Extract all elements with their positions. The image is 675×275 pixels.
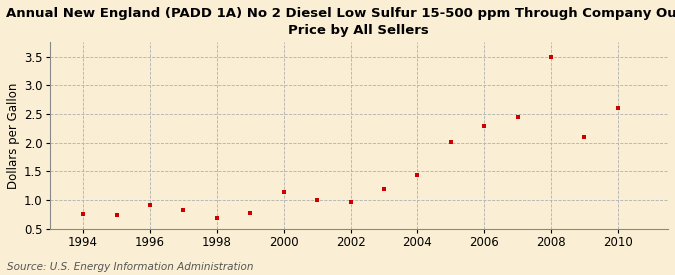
Point xyxy=(78,212,88,216)
Point xyxy=(245,211,256,216)
Title: Annual New England (PADD 1A) No 2 Diesel Low Sulfur 15-500 ppm Through Company O: Annual New England (PADD 1A) No 2 Diesel… xyxy=(7,7,675,37)
Point xyxy=(479,124,489,128)
Point xyxy=(211,216,222,220)
Point xyxy=(379,187,389,191)
Point xyxy=(111,213,122,217)
Y-axis label: Dollars per Gallon: Dollars per Gallon xyxy=(7,82,20,189)
Point xyxy=(446,139,456,144)
Point xyxy=(345,200,356,205)
Point xyxy=(178,208,189,212)
Point xyxy=(612,106,623,111)
Point xyxy=(545,55,556,59)
Point xyxy=(412,173,423,178)
Point xyxy=(312,197,323,202)
Text: Source: U.S. Energy Information Administration: Source: U.S. Energy Information Administ… xyxy=(7,262,253,272)
Point xyxy=(512,115,523,119)
Point xyxy=(579,135,590,139)
Point xyxy=(144,203,155,208)
Point xyxy=(278,189,289,194)
